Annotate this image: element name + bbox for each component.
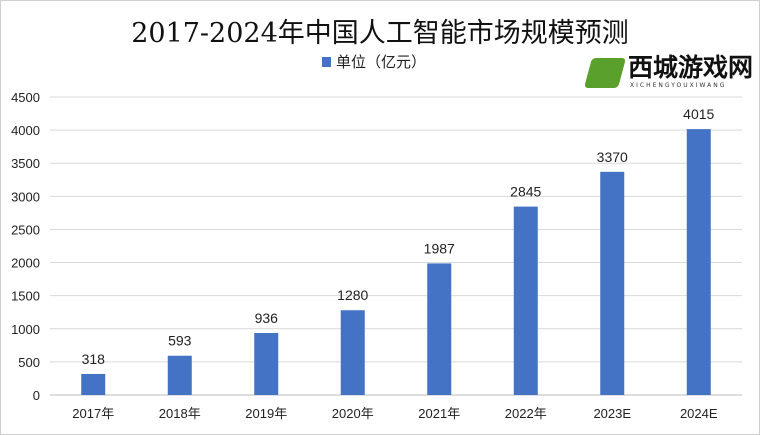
x-tick-label: 2022年 bbox=[505, 406, 547, 421]
data-label: 4015 bbox=[683, 106, 714, 122]
y-tick-label: 1000 bbox=[11, 322, 40, 337]
logo-text: 西城游戏网 bbox=[628, 53, 754, 82]
y-tick-label: 2000 bbox=[11, 256, 40, 271]
data-label: 3370 bbox=[597, 149, 628, 165]
legend-swatch bbox=[322, 57, 331, 67]
watermark-logo: 西城游戏网 XICHENGYOUXIWANG bbox=[583, 53, 754, 92]
y-tick-label: 2500 bbox=[11, 222, 40, 237]
x-tick-label: 2023E bbox=[593, 406, 631, 421]
bar bbox=[427, 263, 452, 395]
legend-label: 单位（亿元） bbox=[336, 53, 426, 71]
x-tick-label: 2020年 bbox=[332, 406, 374, 421]
x-tick-label: 2018年 bbox=[159, 406, 201, 421]
bar bbox=[600, 171, 625, 395]
data-label: 1280 bbox=[337, 287, 368, 303]
bar bbox=[513, 206, 538, 395]
chart-title: 2017-2024年中国人工智能市场规模预测 bbox=[131, 18, 629, 49]
y-tick-label: 3000 bbox=[11, 189, 40, 204]
bar bbox=[167, 355, 192, 395]
y-tick-label: 4000 bbox=[11, 123, 40, 138]
data-label: 593 bbox=[168, 333, 192, 349]
y-tick-label: 0 bbox=[33, 388, 40, 403]
logo-icon bbox=[583, 58, 627, 88]
y-tick-label: 1500 bbox=[11, 289, 40, 304]
data-label: 936 bbox=[255, 310, 279, 326]
bar bbox=[686, 129, 711, 395]
y-tick-label: 500 bbox=[18, 355, 40, 370]
bar bbox=[254, 333, 279, 395]
x-tick-label: 2017年 bbox=[72, 406, 114, 421]
x-tick-label: 2024E bbox=[680, 406, 718, 421]
logo-subtext: XICHENGYOUXIWANG bbox=[630, 82, 727, 89]
bar bbox=[340, 310, 365, 395]
data-label: 318 bbox=[82, 351, 106, 367]
y-tick-label: 4500 bbox=[11, 90, 40, 105]
y-tick-label: 3500 bbox=[11, 156, 40, 171]
bar bbox=[81, 373, 106, 395]
x-tick-label: 2019年 bbox=[245, 406, 287, 421]
x-tick-label: 2021年 bbox=[418, 406, 460, 421]
data-label: 2845 bbox=[510, 184, 541, 200]
data-label: 1987 bbox=[424, 240, 455, 256]
